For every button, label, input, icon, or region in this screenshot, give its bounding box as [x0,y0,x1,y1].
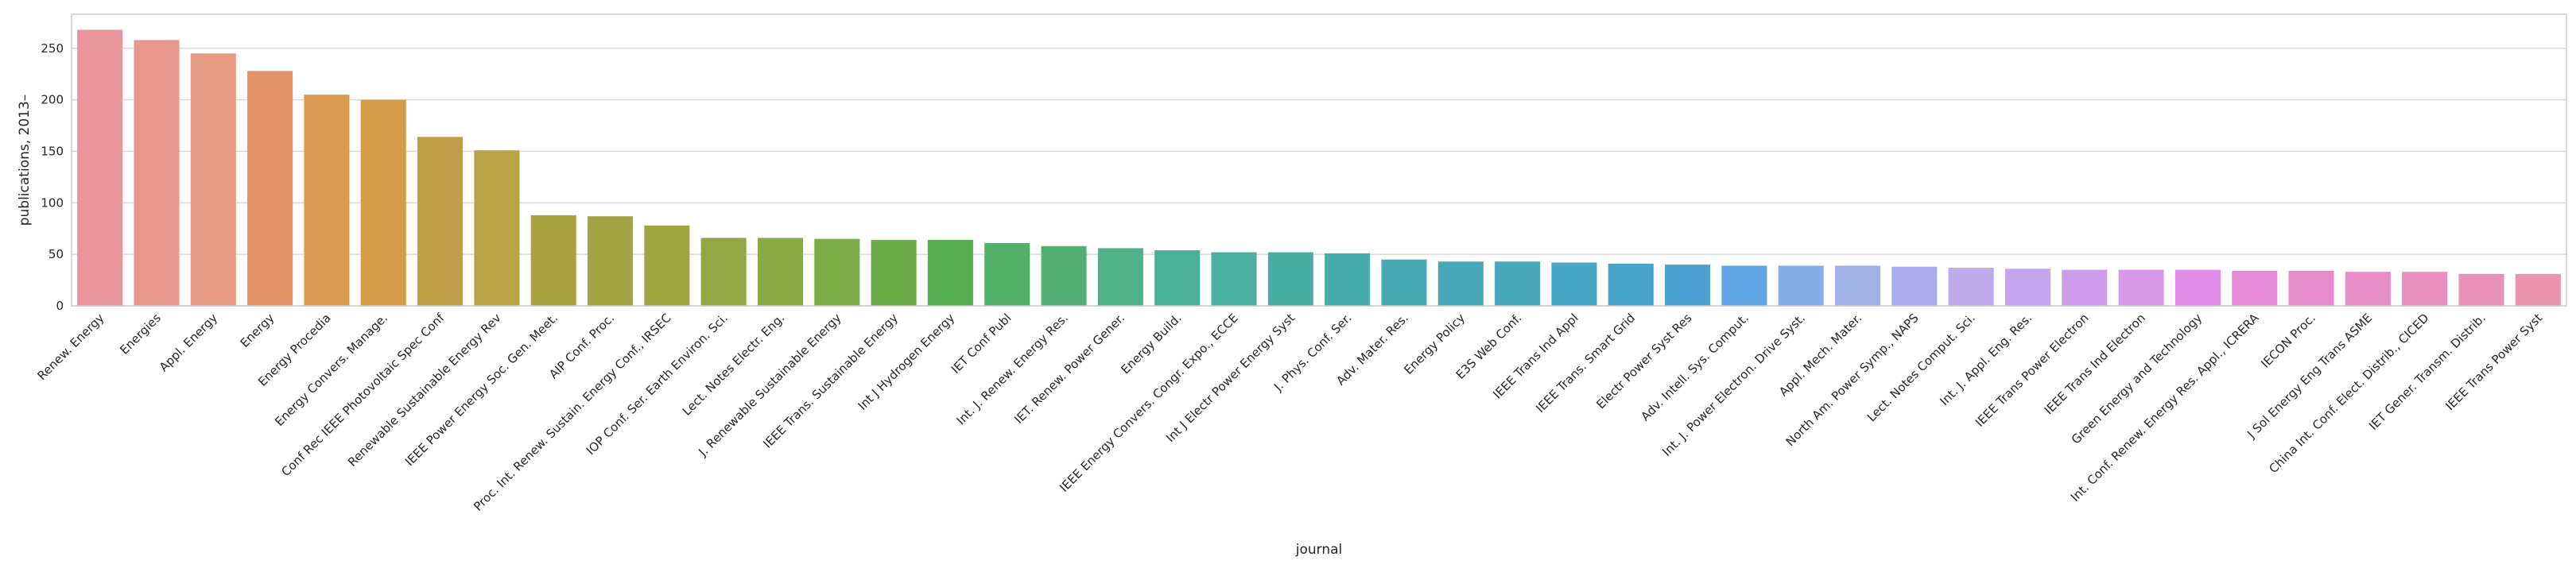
bar [1778,265,1824,306]
y-tick-label: 50 [48,247,64,261]
bar [1325,253,1371,306]
bar [2515,273,2561,306]
bar [587,216,634,306]
x-tick-label: Lect. Notes Electr. Eng. [680,311,788,419]
y-tick-labels: 0 50 100 150 200 250 [41,41,64,313]
x-tick-label: Int. J. Renew. Energy Res. [954,311,1071,427]
bars [77,29,2561,307]
x-tick-label: IEEE Trans Power Syst [2442,311,2545,413]
bar [77,29,123,306]
x-tick-label: IECON Proc. [2258,311,2318,371]
bar [2345,272,2391,306]
x-tick-label: IEEE Trans Ind Electron [2042,311,2148,417]
bar [2288,270,2334,306]
x-tick-label: Appl. Energy [157,311,220,374]
bar [814,238,860,306]
bar [984,242,1030,306]
bar [530,214,576,306]
x-tick-label: IEEE Trans. Smart Grid [1533,311,1638,415]
x-tick-label: IEEE Trans Power Electron [1973,311,2092,430]
bar [1211,252,1257,306]
bar [2004,269,2051,306]
x-tick-label: Electr Power Syst Res [1593,311,1694,412]
x-tick-label: IET Gener. Transm. Distrib. [2366,311,2489,433]
x-tick-label: Int. J. Appl. Eng. Res. [1937,311,2035,408]
plot-frame [71,14,2567,307]
bar [2118,269,2164,306]
x-axis-label: journal [1295,542,1343,558]
bar [304,95,350,306]
y-tick-label: 250 [41,41,64,56]
y-tick-label: 150 [41,144,64,158]
x-tick-label: Energy Convers. Manage. [272,311,390,429]
bar [2062,269,2108,306]
x-tick-label: Adv. Intell. Sys. Comput. [1638,311,1751,423]
bar [190,53,236,307]
bar [2458,273,2504,306]
x-tick-label: Lect. Notes Comput. Sci. [1864,311,1978,424]
bar [360,99,406,306]
bar [871,240,917,306]
bar [1267,252,1313,306]
bar [1891,266,1938,306]
bar [2174,269,2221,306]
y-tick-label: 200 [41,93,64,107]
bar [417,137,464,306]
x-tick-label: Int. Conf. Renew. Energy Res. Appl., ICR… [2068,311,2262,504]
bar [700,238,747,306]
bar [1381,259,1427,306]
bar [1834,265,1881,306]
bar [1665,265,1711,306]
x-tick-label: Renew. Energy [35,311,107,383]
x-tick-label: Energy [238,311,277,350]
bar [1608,263,1654,306]
y-tick-label: 0 [56,299,64,313]
bar [757,238,804,306]
bar [1097,248,1143,306]
x-tick-label: Energies [117,311,164,358]
bar [1495,261,1541,306]
bar [474,150,520,306]
bar [2402,272,2448,306]
bar [2232,270,2278,306]
bar [1437,261,1484,306]
bar [1154,249,1201,306]
bar [644,225,690,306]
bar [1721,265,1767,306]
x-tick-label: IET. Renew. Power Gener. [1011,311,1127,427]
bar [927,240,973,306]
bar [1041,245,1087,306]
x-tick-label: Int J Hydrogen Energy [855,311,958,413]
bar [1948,268,1994,306]
y-axis-label: publications, 2013– [17,95,33,226]
bar [247,71,293,307]
x-tick-label: Proc. Int. Renew. Sustain. Energy Conf.,… [471,311,674,514]
y-tick-label: 100 [41,195,64,210]
bar [134,40,180,306]
bar [1551,262,1597,306]
